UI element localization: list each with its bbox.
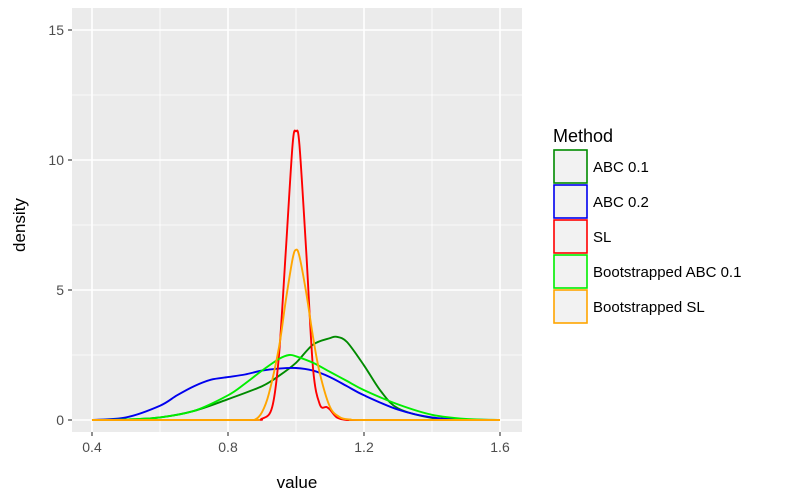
y-axis: 0 5 10 15	[48, 22, 72, 428]
x-tick-label: 1.2	[354, 439, 374, 455]
legend-label-sl: SL	[593, 229, 611, 246]
y-tick-label: 15	[48, 22, 64, 38]
legend-title: Method	[553, 126, 613, 146]
legend-key-bootstrapped-sl	[553, 289, 588, 324]
legend-label-bootstrapped-sl: Bootstrapped SL	[593, 299, 705, 316]
density-curves	[91, 129, 501, 421]
legend-key-abc-0-2	[553, 184, 588, 219]
legend-label-abc-0-2: ABC 0.2	[593, 194, 649, 211]
density-line-bootstrapped-abc-0-1	[91, 353, 501, 421]
legend-key-abc-0-1	[553, 149, 588, 184]
density-line-bootstrapped-sl	[91, 248, 500, 421]
density-line-abc-0-2	[91, 366, 501, 421]
y-axis-title: density	[10, 198, 29, 252]
legend-key-bootstrapped-abc-0-1	[553, 254, 588, 289]
legend-label-bootstrapped-abc-0-1: Bootstrapped ABC 0.1	[593, 264, 741, 281]
legend: Method ABC 0.1 ABC 0.2 SL Bootstrapped ABC …	[553, 126, 741, 324]
y-tick-label: 10	[48, 152, 64, 168]
x-tick-label: 1.6	[490, 439, 510, 455]
x-tick-label: 0.8	[218, 439, 238, 455]
x-tick-label: 0.4	[82, 439, 102, 455]
density-line-sl	[91, 129, 500, 421]
x-axis-title: value	[277, 473, 318, 492]
legend-key-sl	[553, 219, 588, 254]
legend-label-abc-0-1: ABC 0.1	[593, 159, 649, 176]
y-tick-label: 0	[56, 412, 64, 428]
y-tick-label: 5	[56, 282, 64, 298]
x-axis: 0.4 0.8 1.2 1.6	[82, 432, 510, 455]
